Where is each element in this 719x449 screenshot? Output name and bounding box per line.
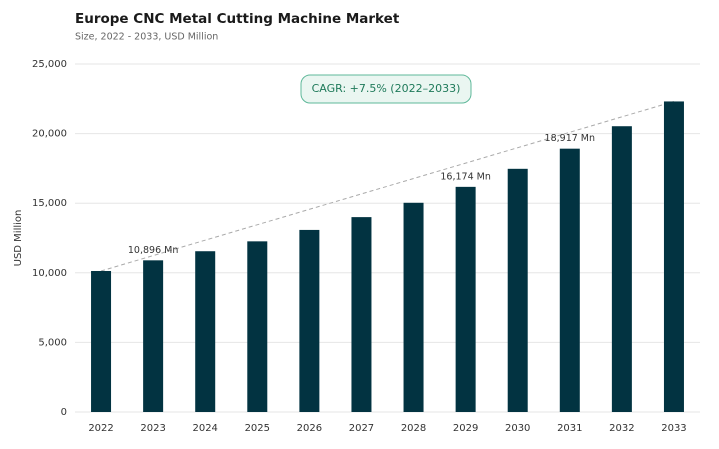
- x-tick-label: 2024: [192, 423, 217, 434]
- y-tick-label: 15,000: [32, 198, 67, 209]
- chart-title: Europe CNC Metal Cutting Machine Market: [75, 11, 400, 27]
- x-tick-label: 2026: [297, 423, 322, 434]
- x-tick-label: 2029: [453, 423, 478, 434]
- bar: [663, 101, 684, 413]
- bar: [299, 229, 320, 412]
- x-tick-label: 2028: [401, 423, 426, 434]
- y-tick-label: 0: [61, 407, 67, 418]
- x-tick-label: 2023: [140, 423, 165, 434]
- value-label: 10,896 Mn: [128, 245, 178, 256]
- y-axis-label: USD Million: [13, 210, 24, 267]
- annotation-box: [300, 74, 472, 104]
- bar: [91, 270, 112, 412]
- trend-line: [100, 100, 675, 272]
- bar: [507, 168, 528, 412]
- x-tick-label: 2033: [661, 423, 686, 434]
- bar: [559, 148, 580, 412]
- annotation: CAGR: +7.5% (2022–2033): [312, 82, 461, 95]
- x-tick-label: 2030: [505, 423, 530, 434]
- value-label: 16,174 Mn: [440, 171, 490, 182]
- x-tick-label: 2031: [557, 423, 582, 434]
- bar: [247, 241, 268, 412]
- bar: [143, 260, 164, 412]
- x-tick-label: 2032: [609, 423, 634, 434]
- x-tick-label: 2025: [245, 423, 270, 434]
- bar: [611, 126, 632, 412]
- bar: [403, 202, 424, 412]
- y-tick-label: 5,000: [38, 337, 67, 348]
- y-tick-label: 10,000: [32, 268, 67, 279]
- x-tick-label: 2022: [88, 423, 113, 434]
- bar: [455, 186, 476, 412]
- chart-subtitle: Size, 2022 - 2033, USD Million: [75, 32, 218, 43]
- y-tick-label: 20,000: [32, 129, 67, 140]
- bar: [351, 217, 372, 412]
- x-tick-label: 2027: [349, 423, 374, 434]
- y-tick-label: 25,000: [32, 59, 67, 70]
- bar: [195, 251, 216, 412]
- value-label: 18,917 Mn: [545, 133, 595, 144]
